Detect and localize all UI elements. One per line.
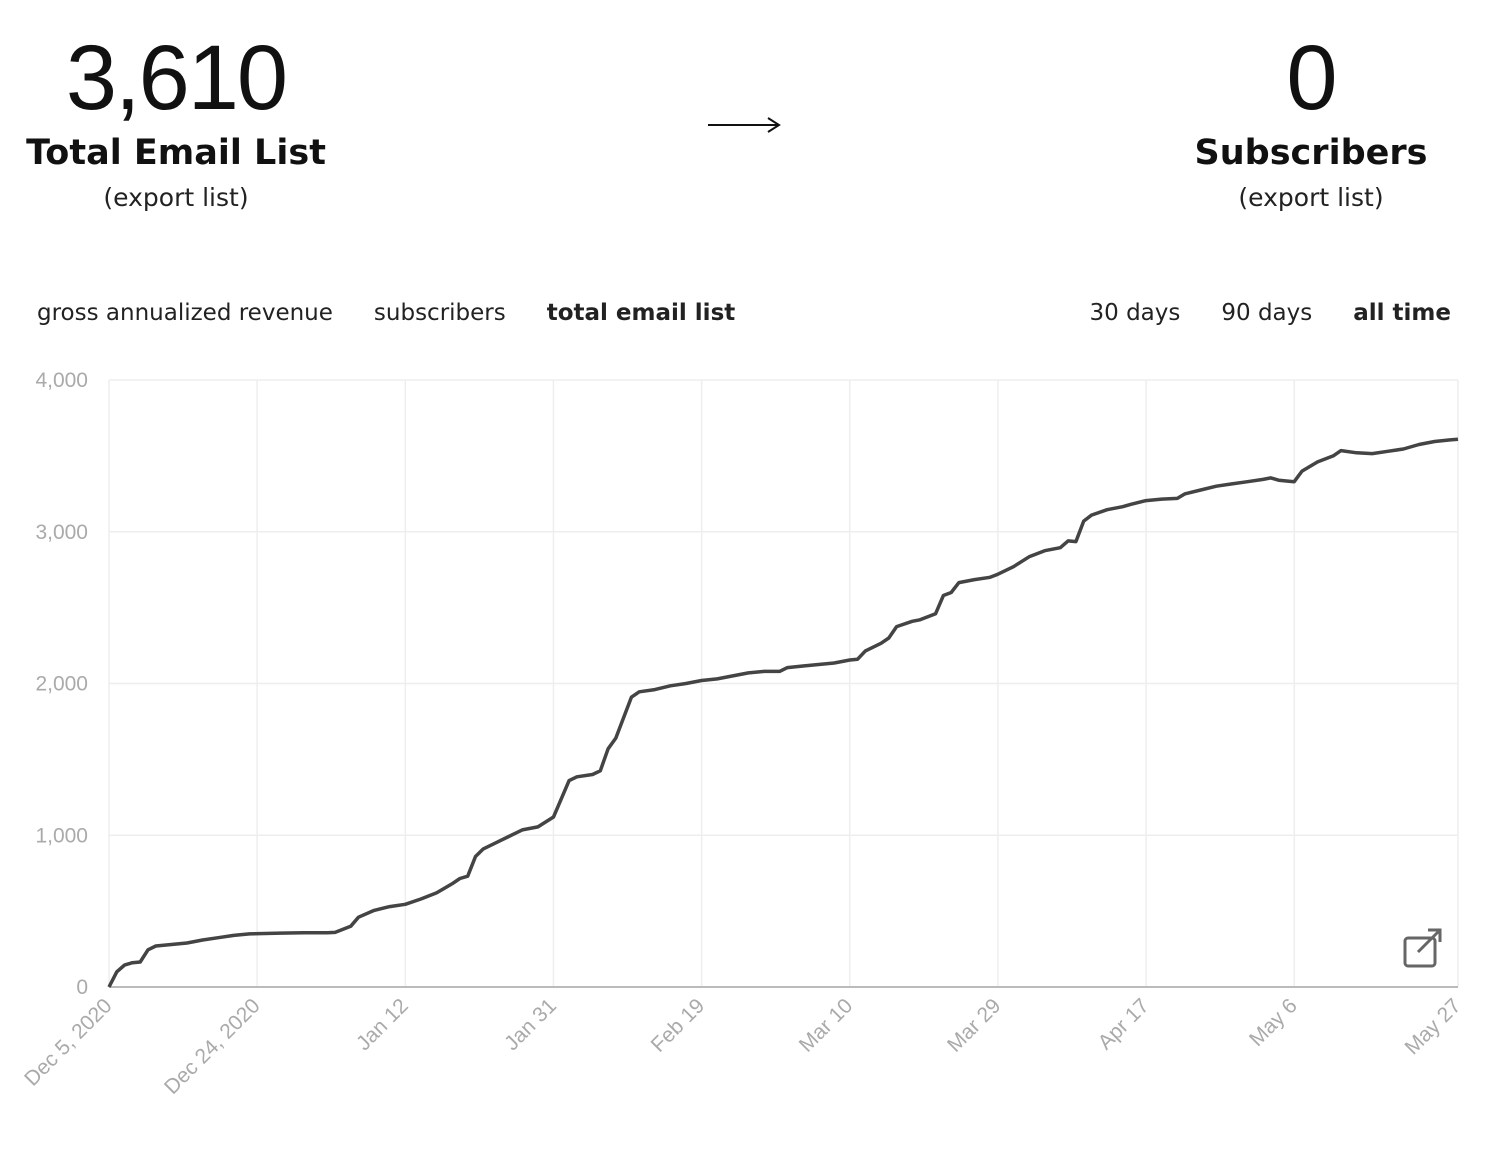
x-tick-label: Dec 5, 2020 <box>20 994 116 1090</box>
x-tick-label: May 6 <box>1245 994 1302 1051</box>
x-tick-label: Feb 19 <box>647 994 710 1057</box>
y-tick-label: 3,000 <box>35 521 88 544</box>
stat-label: Subscribers <box>1194 133 1428 173</box>
y-tick-label: 2,000 <box>35 673 88 696</box>
tab[interactable]: all time <box>1353 300 1451 326</box>
export-link[interactable]: (export list) <box>103 183 249 212</box>
tab[interactable]: 30 days <box>1089 300 1181 326</box>
stat-label: Total Email List <box>26 133 326 173</box>
x-tick-label: Jan 12 <box>352 994 413 1055</box>
stat-total: 3,610 Total Email List (export list) <box>0 28 356 218</box>
y-tick-label: 0 <box>76 976 88 999</box>
stat-subscribers: 0 Subscribers (export list) <box>1131 28 1490 218</box>
line <box>107 437 1459 988</box>
stat-value: 0 <box>1286 27 1337 129</box>
stat-value: 3,610 <box>65 27 288 129</box>
x-tick-label: Mar 10 <box>795 994 857 1056</box>
tab[interactable]: 90 days <box>1221 300 1313 326</box>
y-tick-label: 4,000 <box>35 369 88 392</box>
x-tick-label: Jan 31 <box>500 994 561 1055</box>
tab[interactable]: gross annualized revenue <box>37 300 333 326</box>
range-tabs: 30 days 90 days all time <box>1090 300 1452 326</box>
external-link-icon <box>1403 928 1442 968</box>
tab[interactable]: subscribers <box>373 300 506 326</box>
export-link[interactable]: (export list) <box>1238 183 1384 212</box>
x-tick-label: Dec 24, 2020 <box>160 994 265 1099</box>
tab[interactable]: total email list <box>546 300 736 326</box>
y-tick-label: 1,000 <box>35 824 88 847</box>
metric-tabs: gross annualized revenue subscribers total… <box>37 300 735 326</box>
x-tick-label: Mar 29 <box>943 994 1005 1056</box>
x-tick-label: Apr 17 <box>1094 994 1154 1054</box>
x-tick-label: May 27 <box>1401 994 1466 1059</box>
arrow <box>708 117 781 133</box>
